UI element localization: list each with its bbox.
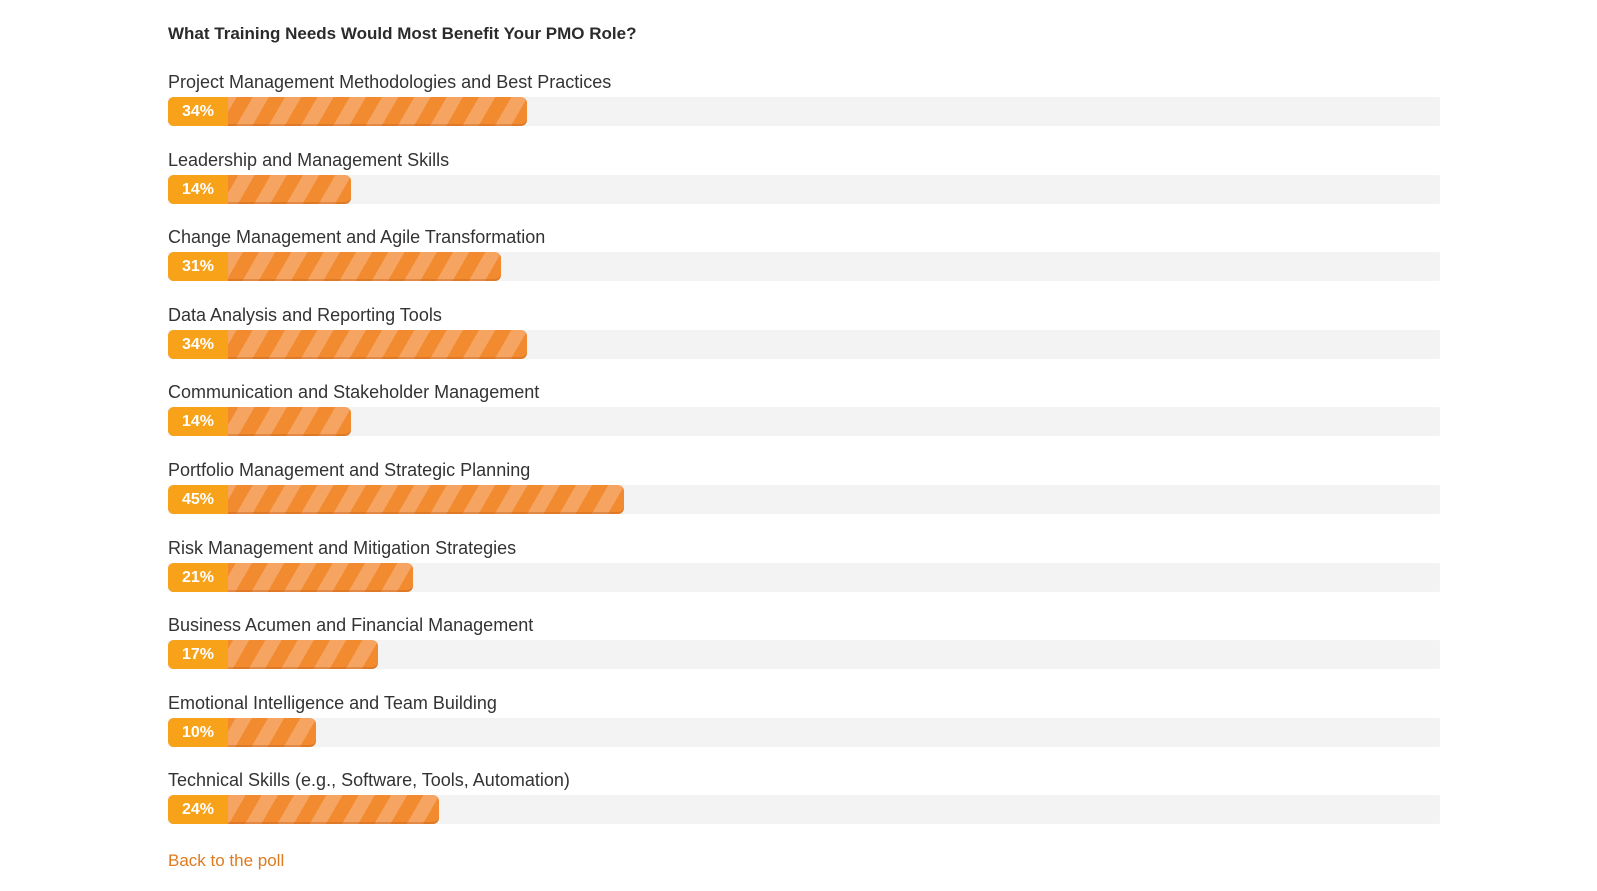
poll-option: Change Management and Agile Transformati…: [168, 225, 1440, 303]
poll-option-bar-track[interactable]: 17%: [168, 640, 1440, 670]
poll-option-label: Portfolio Management and Strategic Plann…: [168, 459, 531, 480]
poll-option: Communication and Stakeholder Management…: [168, 380, 1440, 458]
poll-option-bar-track[interactable]: 45%: [168, 484, 1440, 514]
poll-option: Business Acumen and Financial Management…: [168, 613, 1440, 691]
poll-option-percent-badge: 34%: [168, 329, 228, 359]
poll-option-percent-badge: 34%: [168, 97, 228, 126]
poll-option-bar-track[interactable]: 24%: [168, 795, 1440, 825]
poll-option-label: Business Acumen and Financial Management: [168, 615, 534, 636]
poll-option: Risk Management and Mitigation Strategie…: [168, 536, 1440, 614]
poll-option-label: Change Management and Agile Transformati…: [168, 227, 546, 248]
poll-option-percent-badge: 14%: [168, 174, 228, 204]
poll-option: Data Analysis and Reporting Tools 34%: [168, 303, 1440, 381]
poll-option-percent-badge: 31%: [168, 252, 228, 282]
poll-option: Portfolio Management and Strategic Plann…: [168, 458, 1440, 536]
poll-option: Emotional Intelligence and Team Building…: [168, 691, 1440, 769]
poll-option-label: Technical Skills (e.g., Software, Tools,…: [168, 770, 570, 791]
poll-option-bar-fill: [168, 484, 624, 514]
poll-title: What Training Needs Would Most Benefit Y…: [168, 24, 637, 43]
poll-option-label: Communication and Stakeholder Management: [168, 382, 540, 403]
poll-option-label: Risk Management and Mitigation Strategie…: [168, 537, 517, 558]
poll-option-bar-track[interactable]: 14%: [168, 407, 1440, 437]
poll-option: Leadership and Management Skills 14%: [168, 148, 1440, 226]
poll-option-percent-badge: 14%: [168, 407, 228, 437]
poll-option-percent-badge: 21%: [168, 562, 228, 592]
poll-option-bar-track[interactable]: 21%: [168, 562, 1440, 592]
poll-option: Technical Skills (e.g., Software, Tools,…: [168, 768, 1440, 846]
poll-option: Project Management Methodologies and Bes…: [168, 70, 1440, 148]
poll-option-percent-badge: 45%: [168, 484, 228, 514]
poll-option-label: Leadership and Management Skills: [168, 149, 450, 170]
poll-option-percent-badge: 10%: [168, 717, 228, 747]
poll-option-bar-track[interactable]: 14%: [168, 174, 1440, 204]
poll-option-percent-badge: 24%: [168, 795, 228, 825]
poll-option-bar-track[interactable]: 10%: [168, 717, 1440, 747]
poll-option-percent-badge: 17%: [168, 640, 228, 670]
poll-option-label: Emotional Intelligence and Team Building: [168, 692, 497, 713]
poll-option-label: Data Analysis and Reporting Tools: [168, 304, 442, 325]
poll-results: What Training Needs Would Most Benefit Y…: [168, 22, 1440, 873]
back-to-poll-link[interactable]: Back to the poll: [168, 850, 285, 870]
poll-option-label: Project Management Methodologies and Bes…: [168, 72, 612, 92]
poll-option-bar-track[interactable]: 31%: [168, 252, 1440, 282]
poll-option-bar-track[interactable]: 34%: [168, 97, 1440, 126]
poll-option-bar-track[interactable]: 34%: [168, 329, 1440, 359]
poll-options-list: Project Management Methodologies and Bes…: [168, 70, 1440, 846]
